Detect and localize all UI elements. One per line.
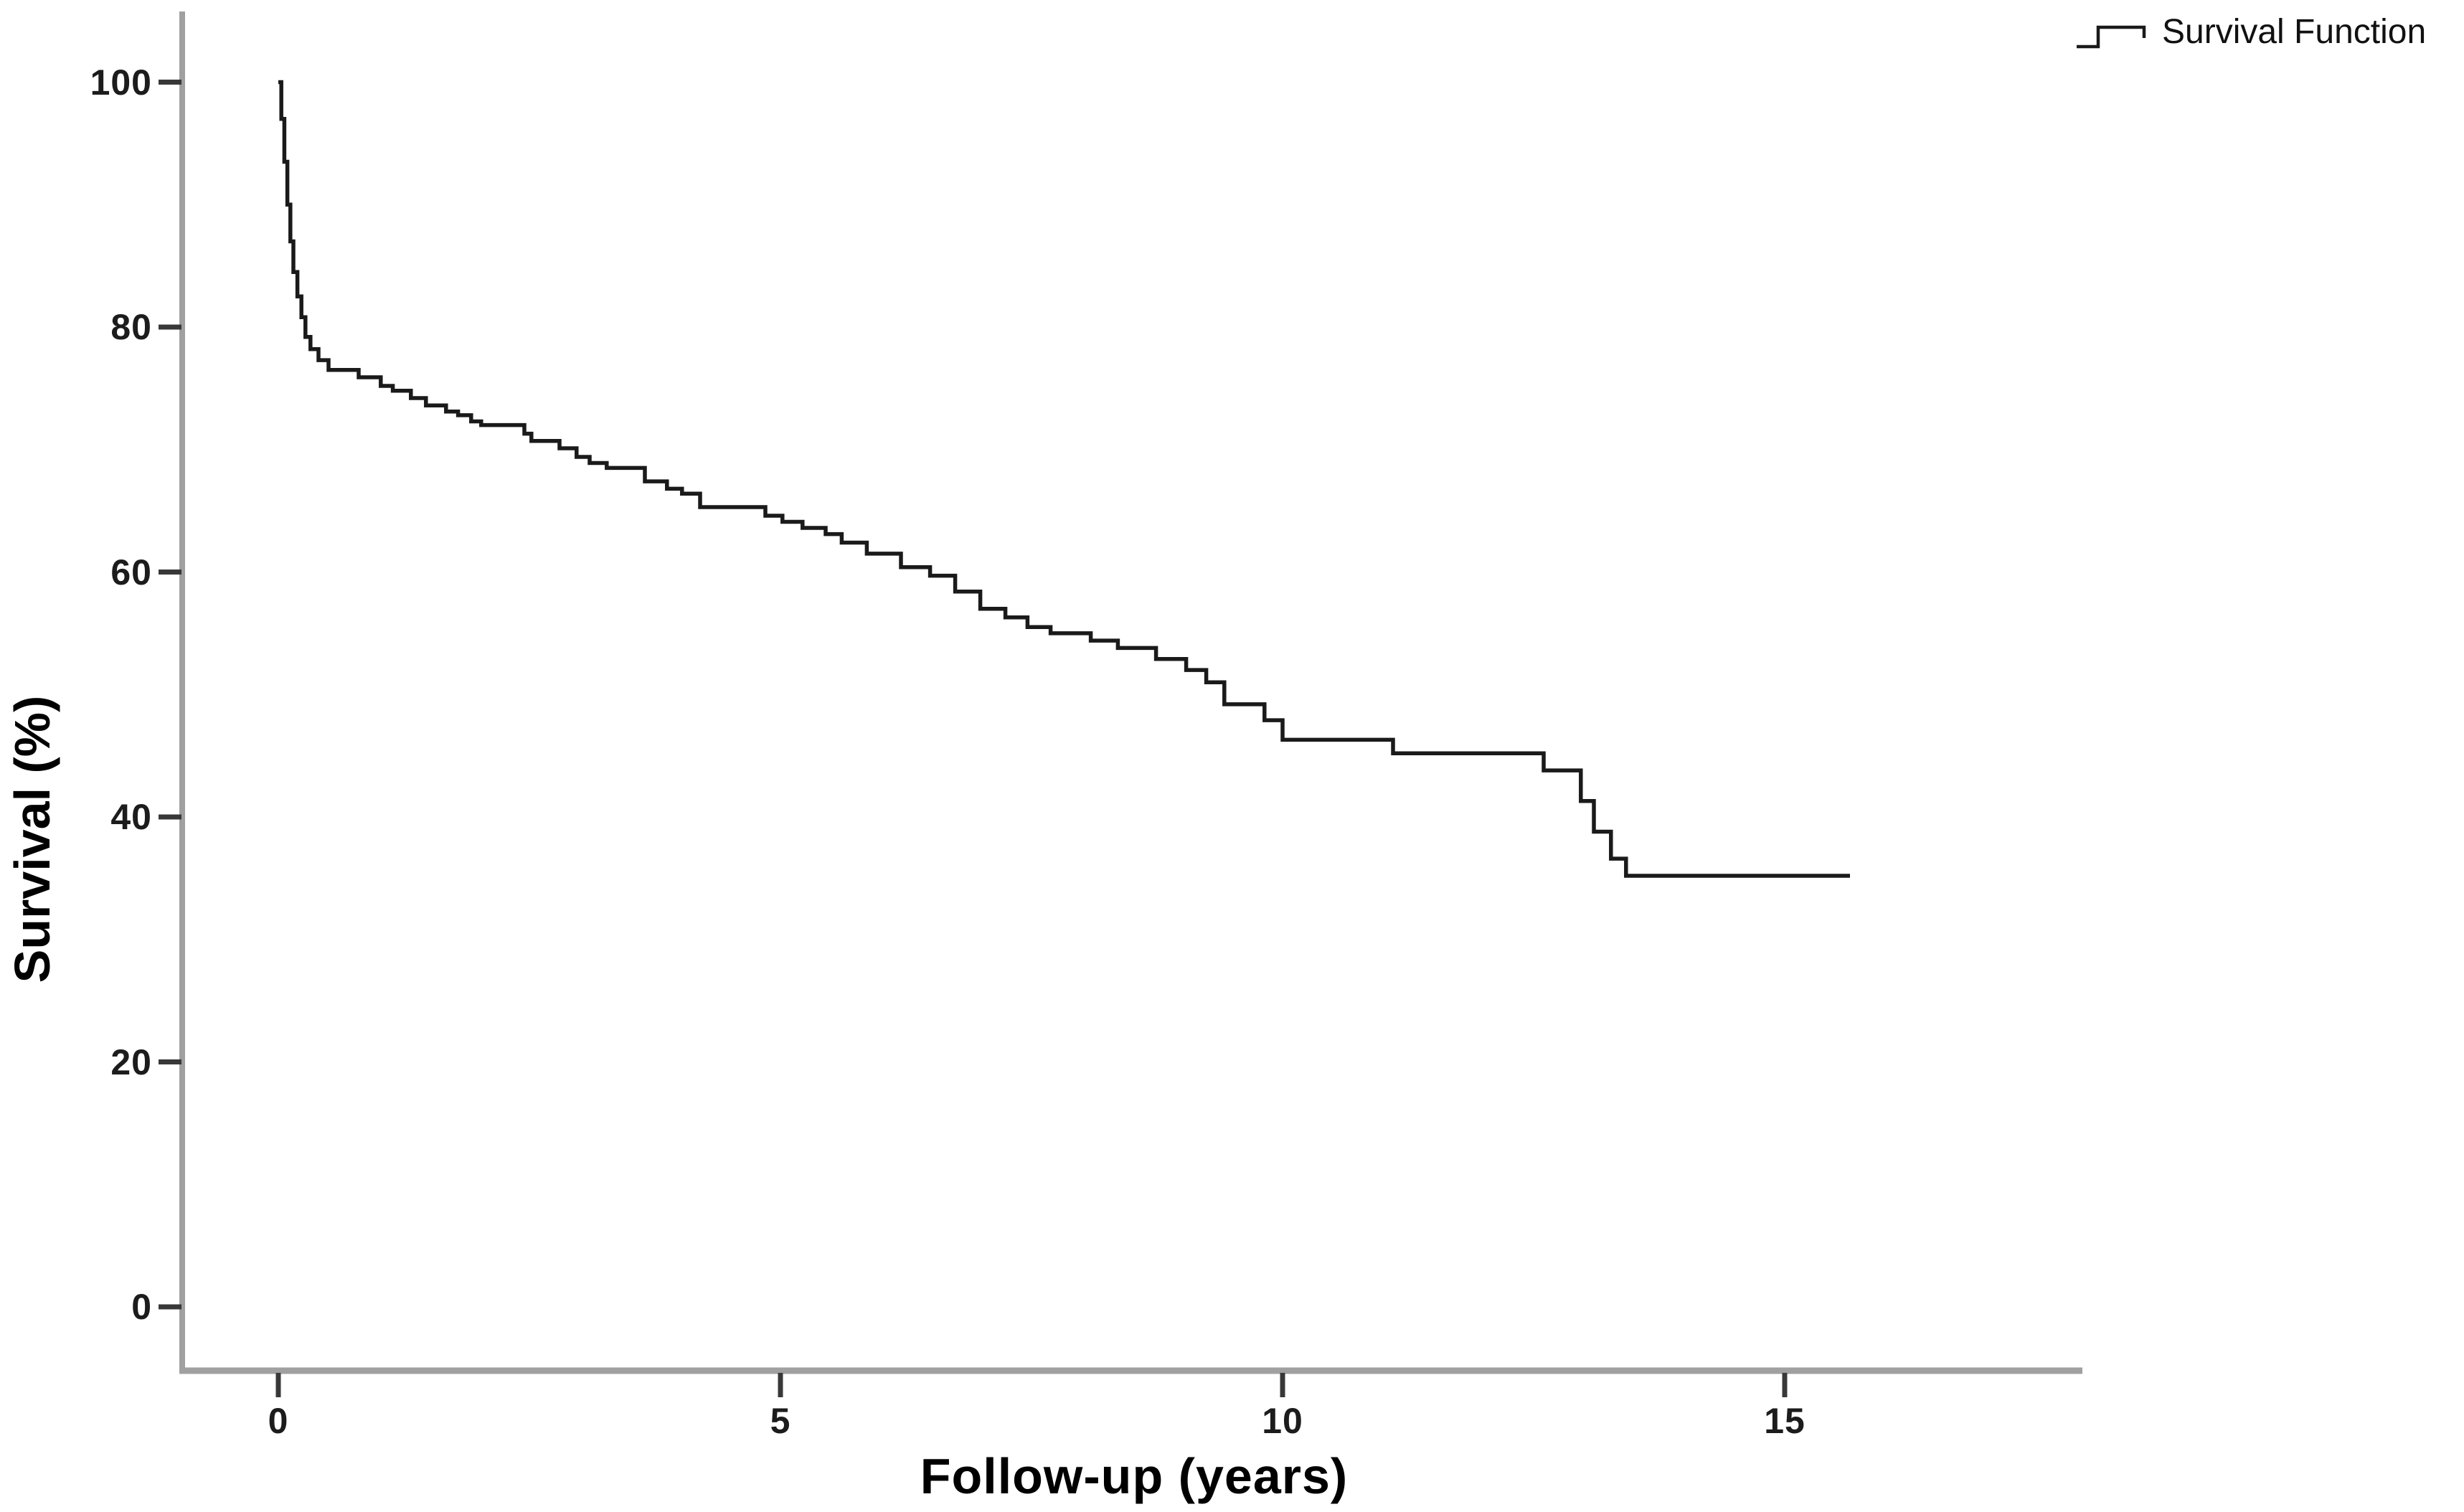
x-tick-label: 15 bbox=[1764, 1401, 1805, 1441]
y-tick-label: 80 bbox=[110, 307, 152, 347]
legend-label: Survival Function bbox=[2162, 13, 2427, 51]
x-axis-title: Follow-up (years) bbox=[920, 1448, 1349, 1504]
step-line-icon bbox=[2077, 25, 2146, 49]
y-tick-label: 40 bbox=[110, 797, 152, 837]
y-tick-label: 100 bbox=[90, 62, 152, 103]
survival-curve bbox=[278, 80, 1850, 878]
y-tick-label: 20 bbox=[110, 1041, 152, 1082]
y-tick-label: 0 bbox=[131, 1287, 152, 1327]
y-tick-label: 60 bbox=[110, 552, 152, 592]
legend: Survival Function bbox=[2075, 7, 2426, 57]
x-tick-label: 5 bbox=[770, 1401, 791, 1441]
x-tick-label: 0 bbox=[268, 1401, 289, 1441]
x-tick-label: 10 bbox=[1262, 1401, 1303, 1441]
